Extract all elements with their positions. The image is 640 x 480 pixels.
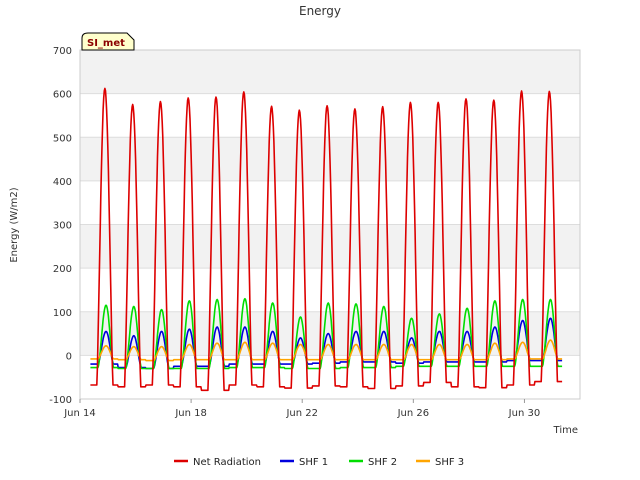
- legend-entry: SHF 1: [299, 457, 328, 468]
- legend-entry: Net Radiation: [193, 457, 261, 468]
- x-tick-label: Jun 30: [508, 408, 541, 419]
- x-tick-label: Jun 14: [63, 408, 96, 419]
- series-line-shf-3: [90, 339, 563, 362]
- y-tick-label: 700: [53, 46, 72, 57]
- x-axis-label: Time: [553, 425, 578, 436]
- chart-title: Energy: [299, 4, 341, 18]
- x-tick-label: Jun 18: [174, 408, 207, 419]
- y-tick-label: 300: [53, 221, 72, 232]
- y-tick-label: 500: [53, 133, 72, 144]
- background-band: [80, 224, 580, 269]
- x-axis-ticks: Jun 14 Jun 18 Jun 22 Jun 26 Jun 30: [63, 399, 540, 419]
- background-band: [80, 311, 580, 356]
- background-band: [80, 355, 580, 399]
- background-band: [80, 50, 580, 94]
- y-tick-label: 600: [53, 90, 72, 101]
- y-tick-label: 100: [53, 308, 72, 319]
- series-line-net-radiation: [90, 87, 563, 392]
- y-axis-label: Energy (W/m2): [9, 187, 20, 262]
- series-line-shf-2: [90, 297, 563, 370]
- legend-entry: SHF 3: [435, 457, 464, 468]
- site-label: SI_met: [87, 38, 125, 49]
- y-tick-label: 200: [53, 264, 72, 275]
- y-tick-label: -100: [49, 395, 72, 406]
- legend: Net Radiation SHF 1 SHF 2 SHF 3: [174, 457, 464, 468]
- site-label-box: SI_met: [81, 32, 135, 51]
- y-tick-label: 0: [66, 351, 72, 362]
- x-tick-label: Jun 22: [285, 408, 318, 419]
- y-axis-ticks: -100 0 100 200 300 400 500 600 700: [49, 46, 72, 406]
- series-lines: [90, 87, 563, 392]
- y-tick-label: 400: [53, 177, 72, 188]
- plot-frame: [79, 49, 581, 400]
- background-band: [80, 93, 580, 138]
- legend-entry: SHF 2: [368, 457, 397, 468]
- x-tick-label: Jun 26: [397, 408, 430, 419]
